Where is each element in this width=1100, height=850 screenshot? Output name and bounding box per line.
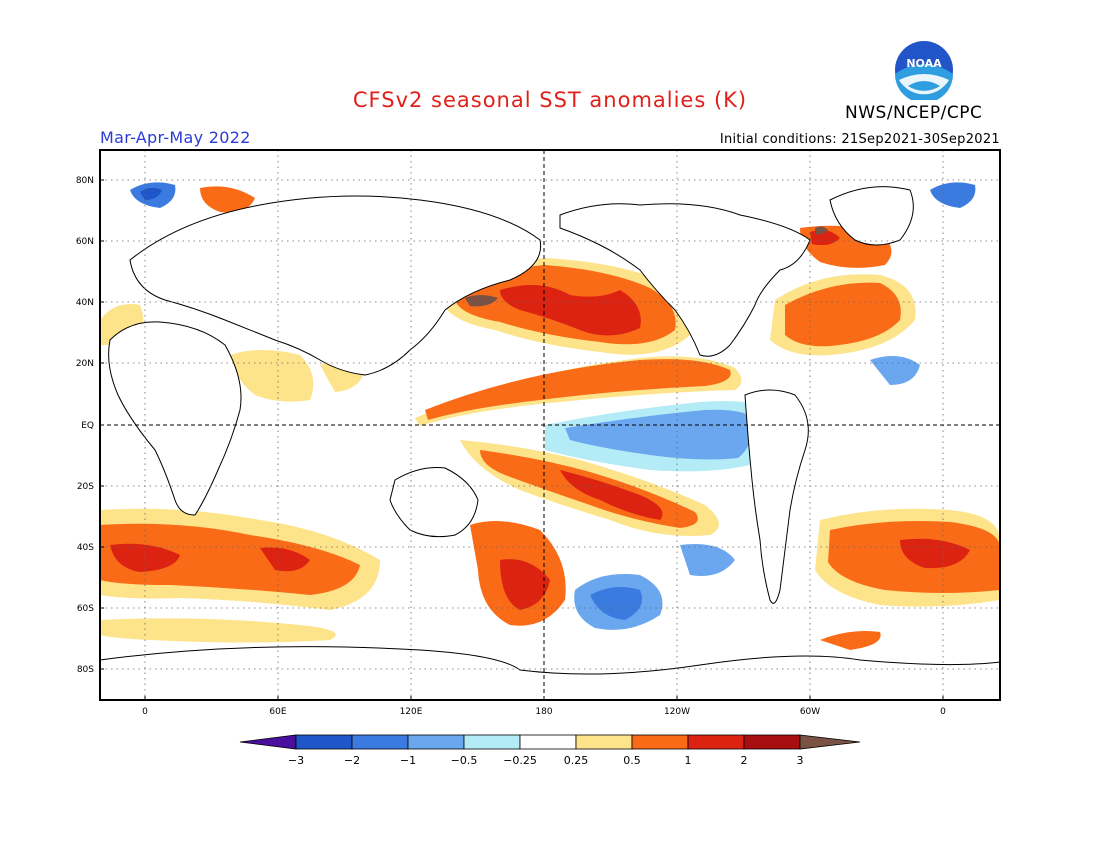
colorbar-label: −0.25 [503,754,537,767]
colorbar [239,734,861,750]
lon-label: 60W [800,707,820,717]
colorbar-label: 3 [797,754,804,767]
lat-label: 40N [76,298,94,308]
lat-label: EQ [81,421,94,431]
lat-label: 80S [77,665,94,675]
lat-label: 80N [76,176,94,186]
colorbar-label: −1 [400,754,416,767]
lon-label: 120W [664,707,690,717]
tick-marks [100,179,944,700]
colorbar-cell [463,734,521,750]
colorbar-label: 0.5 [623,754,641,767]
colorbar-cell [575,734,633,750]
longitude-labels: 0 60E 120E 180 120W 60W 0 [142,707,946,717]
colorbar-cell [687,734,745,750]
africa-outline [108,321,242,516]
colorbar-label: −3 [288,754,304,767]
colorbar-cell [799,734,861,750]
map-title: CFSv2 seasonal SST anomalies (K) [352,88,748,112]
south-america-outline [744,389,809,604]
colorbar-cell [295,734,353,750]
reference-lines [100,150,1000,700]
colorbar-cell [631,734,689,750]
greenland-outline [829,186,914,246]
colorbar-cell [519,734,577,750]
colorbar-label: 1 [685,754,692,767]
lon-label: 0 [940,707,946,717]
lat-label: 20S [77,482,94,492]
colorbar-labels: −3 −2 −1 −0.5 −0.25 0.25 0.5 1 2 3 [288,754,804,767]
lon-label: 120E [400,707,423,717]
antarctic-coastal-band [100,618,336,643]
antarctica-outline [99,646,1001,701]
colorbar-cell [351,734,409,750]
lat-label: 20N [76,359,94,369]
lon-label: 180 [535,707,552,717]
lon-label: 0 [142,707,148,717]
latitude-labels: 80N 60N 40N 20N EQ 20S 40S 60S 80S [76,176,94,675]
season-label: Mar-Apr-May 2022 [100,128,251,147]
continent-outlines [99,186,1001,701]
colorbar-label: 0.25 [564,754,589,767]
north-america-outline [559,203,811,357]
lon-label: 60E [269,707,286,717]
australia-outline [389,467,479,538]
svg-text:NOAA: NOAA [906,57,942,70]
colorbar-label: −2 [344,754,360,767]
lat-label: 40S [77,543,94,553]
noaa-logo: NOAA [895,41,953,100]
colorbar-cell [743,734,801,750]
lat-label: 60N [76,237,94,247]
colorbar-cell [239,734,297,750]
initial-conditions-label: Initial conditions: 21Sep2021-30Sep2021 [719,132,1000,147]
colorbar-label: 2 [741,754,748,767]
lat-label: 60S [77,604,94,614]
colorbar-label: −0.5 [451,754,478,767]
agency-label: NWS/NCEP/CPC [845,103,983,123]
colorbar-cell [407,734,465,750]
